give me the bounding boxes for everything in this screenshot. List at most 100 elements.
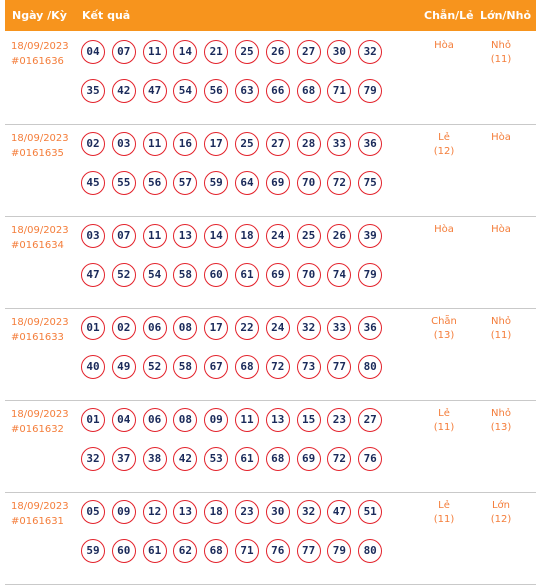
result-ball: 33 [327, 316, 352, 340]
result-ball: 09 [204, 408, 229, 432]
even-odd-count: (12) [433, 146, 455, 157]
result-ball: 58 [173, 263, 198, 287]
result-ball: 47 [142, 79, 167, 103]
result-ball: 68 [204, 539, 229, 563]
result-ball: 61 [142, 539, 167, 563]
draw-date: 18/09/2023 [11, 501, 69, 512]
result-ball: 12 [142, 500, 167, 524]
result-ball: 40 [81, 355, 105, 379]
result-ball: 30 [327, 40, 352, 64]
result-ball: 51 [358, 500, 383, 524]
result-ball: 56 [204, 79, 229, 103]
result-ball: 52 [111, 263, 136, 287]
big-small-cell: Nhỏ (11) [471, 39, 531, 67]
result-ball: 79 [358, 263, 383, 287]
draw-number[interactable]: #0161632 [11, 424, 64, 435]
result-ball: 60 [111, 539, 136, 563]
table-row: 18/09/2023 #0161633 01 02 06 08 17 22 24 32 33 36 40… [5, 308, 536, 401]
header-date-draw: Ngày /Kỳ [12, 9, 67, 22]
result-ball: 07 [111, 224, 136, 248]
table-row: 18/09/2023 #0161634 03 07 11 13 14 18 24 25 26 39 47… [5, 216, 536, 309]
big-small-count [471, 237, 531, 251]
result-ball: 42 [173, 447, 198, 471]
result-ball: 74 [327, 263, 352, 287]
result-ball: 76 [265, 539, 290, 563]
draw-number[interactable]: #0161634 [11, 240, 64, 251]
result-ball: 72 [265, 355, 290, 379]
result-ball: 13 [265, 408, 290, 432]
big-small-cell: Lớn (12) [471, 499, 531, 527]
result-ball: 03 [81, 224, 105, 248]
result-ball: 39 [358, 224, 383, 248]
result-ball: 77 [296, 539, 321, 563]
result-ball: 66 [265, 79, 290, 103]
table-row: 18/09/2023 #0161632 01 04 06 08 09 11 13 15 23 27 32… [5, 400, 536, 493]
result-ball: 14 [204, 224, 229, 248]
big-small-label: Hòa [491, 224, 511, 235]
result-ball: 54 [173, 79, 198, 103]
big-small-label: Nhỏ [491, 40, 511, 51]
table-row: 18/09/2023 #0161636 04 07 11 14 21 25 26 27 30 32 35… [5, 32, 536, 125]
big-small-cell: Nhỏ (13) [471, 407, 531, 435]
draw-number[interactable]: #0161631 [11, 516, 64, 527]
even-odd-label: Lẻ [438, 408, 450, 419]
result-ball: 16 [173, 132, 198, 156]
result-ball: 53 [204, 447, 229, 471]
draw-number[interactable]: #0161636 [11, 56, 64, 67]
table-header: Ngày /Kỳ Kết quả Chẵn/Lẻ Lớn/Nhỏ [5, 0, 536, 31]
result-ball: 27 [296, 40, 321, 64]
even-odd-count: (11) [433, 514, 455, 525]
result-ball: 32 [358, 40, 383, 64]
header-even-odd: Chẵn/Lẻ [424, 9, 474, 22]
result-ball: 67 [204, 355, 229, 379]
big-small-label: Nhỏ [491, 408, 511, 419]
result-ball: 04 [111, 408, 136, 432]
even-odd-count [414, 53, 474, 67]
result-ball: 15 [296, 408, 321, 432]
table-row: 18/09/2023 #0161631 05 09 12 13 18 23 30 32 47 51 59… [5, 492, 536, 585]
draw-number[interactable]: #0161635 [11, 148, 64, 159]
big-small-label: Lớn [491, 500, 511, 511]
result-ball: 54 [142, 263, 167, 287]
draw-date: 18/09/2023 [11, 225, 69, 236]
result-ball: 17 [204, 316, 229, 340]
result-ball: 08 [173, 408, 198, 432]
result-ball: 77 [327, 355, 352, 379]
result-ball: 47 [327, 500, 352, 524]
result-ball: 76 [358, 447, 383, 471]
result-ball: 70 [296, 263, 321, 287]
big-small-count: (13) [490, 422, 512, 433]
result-ball: 69 [265, 263, 290, 287]
result-ball: 45 [81, 171, 105, 195]
result-ball: 02 [81, 132, 105, 156]
result-ball: 13 [173, 500, 198, 524]
result-ball: 09 [111, 500, 136, 524]
result-ball: 11 [142, 132, 167, 156]
result-ball: 30 [265, 500, 290, 524]
result-ball: 61 [235, 447, 259, 471]
results-table: Ngày /Kỳ Kết quả Chẵn/Lẻ Lớn/Nhỏ 18/09/2… [5, 0, 536, 585]
result-ball: 59 [204, 171, 229, 195]
result-ball: 70 [296, 171, 321, 195]
result-ball: 06 [142, 408, 167, 432]
result-ball: 25 [235, 132, 259, 156]
even-odd-label: Hòa [434, 224, 454, 235]
even-odd-cell: Lẻ (11) [414, 407, 474, 435]
result-ball: 11 [142, 40, 167, 64]
result-ball: 52 [142, 355, 167, 379]
result-ball: 59 [81, 539, 105, 563]
big-small-cell: Hòa [471, 131, 531, 159]
result-ball: 13 [173, 224, 198, 248]
even-odd-count [414, 237, 474, 251]
result-ball: 68 [235, 355, 259, 379]
draw-date: 18/09/2023 [11, 409, 69, 420]
result-ball: 55 [111, 171, 136, 195]
draw-number[interactable]: #0161633 [11, 332, 64, 343]
result-ball: 11 [142, 224, 167, 248]
result-ball: 21 [204, 40, 229, 64]
big-small-label: Nhỏ [491, 316, 511, 327]
result-ball: 71 [235, 539, 259, 563]
result-ball: 63 [235, 79, 259, 103]
result-ball: 60 [204, 263, 229, 287]
result-ball: 36 [358, 316, 383, 340]
